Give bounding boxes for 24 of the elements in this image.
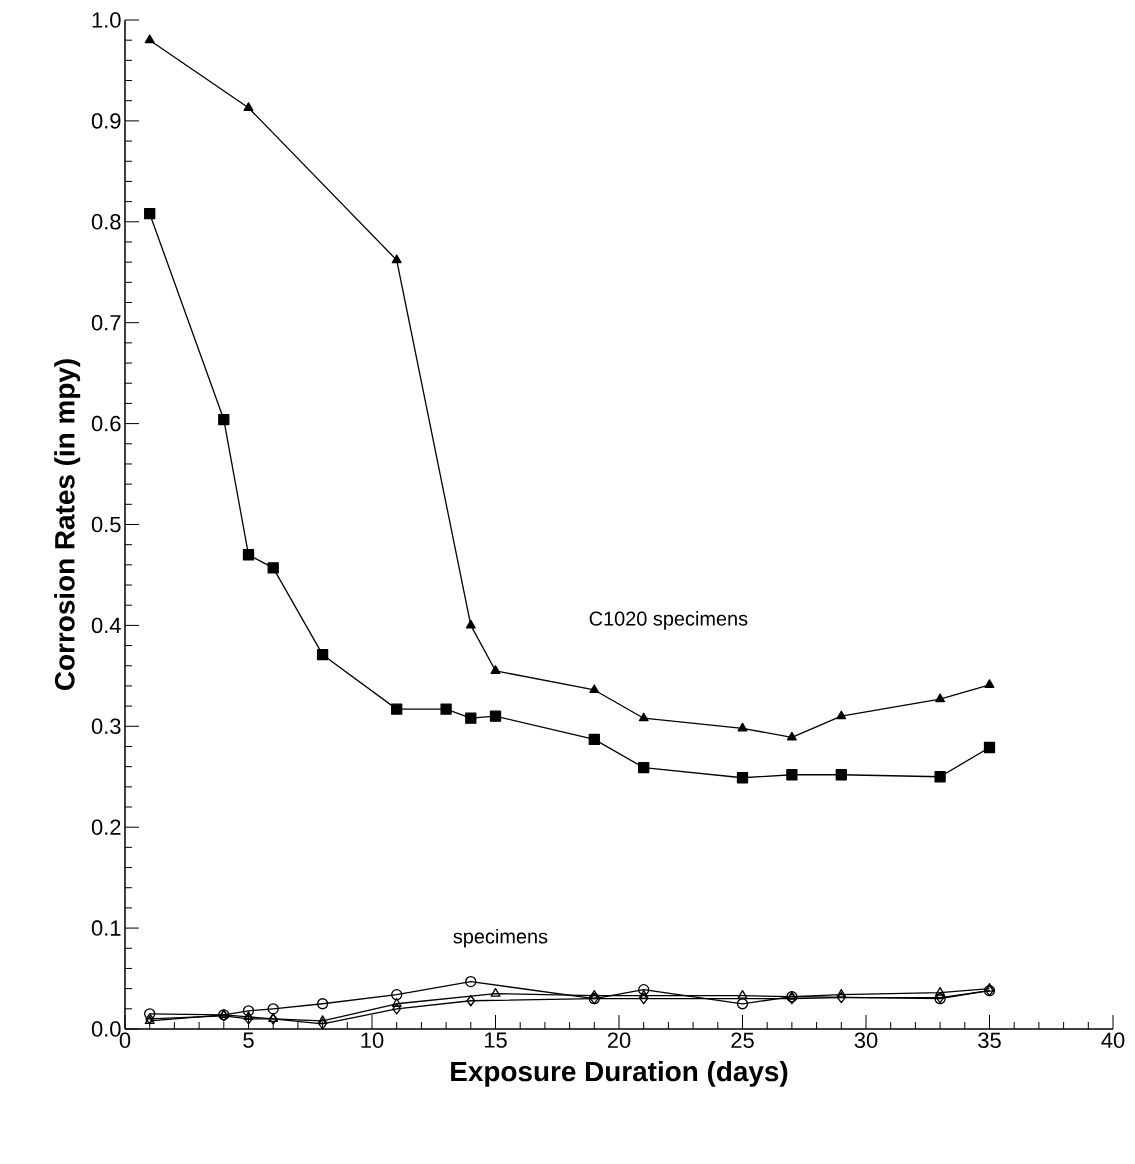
y-tick-label: 0.2: [91, 819, 121, 835]
x-tick-label: 30: [854, 1032, 878, 1049]
x-tick-label: 35: [978, 1032, 1001, 1049]
x-tick-label: 10: [361, 1032, 384, 1049]
y-tick-label: 0.0: [91, 1021, 121, 1037]
y-tick-label: 0.8: [91, 214, 121, 230]
y-tick-label: 0.6: [91, 415, 121, 432]
y-tick-label: 0.7: [91, 314, 121, 331]
annotation: C1020 specimens: [589, 611, 748, 630]
x-tick-label: 15: [484, 1032, 507, 1048]
x-axis-title: Exposure Duration (days): [451, 1060, 788, 1087]
y-tick-label: 0.1: [91, 920, 121, 936]
x-tick-label: 0: [119, 1032, 131, 1049]
x-tick-label: 5: [243, 1032, 254, 1048]
annotation: specimens: [453, 928, 548, 948]
x-tick-label: 40: [1101, 1032, 1125, 1049]
y-axis-title: Corrosion Rates (in mpy): [54, 359, 81, 690]
x-tick-label: 25: [731, 1032, 754, 1049]
y-tick-label: 1.0: [92, 12, 121, 28]
y-tick-label: 0.4: [91, 617, 121, 634]
x-tick-label: 20: [607, 1032, 631, 1049]
y-tick-label: 0.3: [91, 718, 121, 735]
y-tick-label: 0.9: [91, 113, 121, 129]
y-tick-label: 0.5: [91, 516, 121, 533]
